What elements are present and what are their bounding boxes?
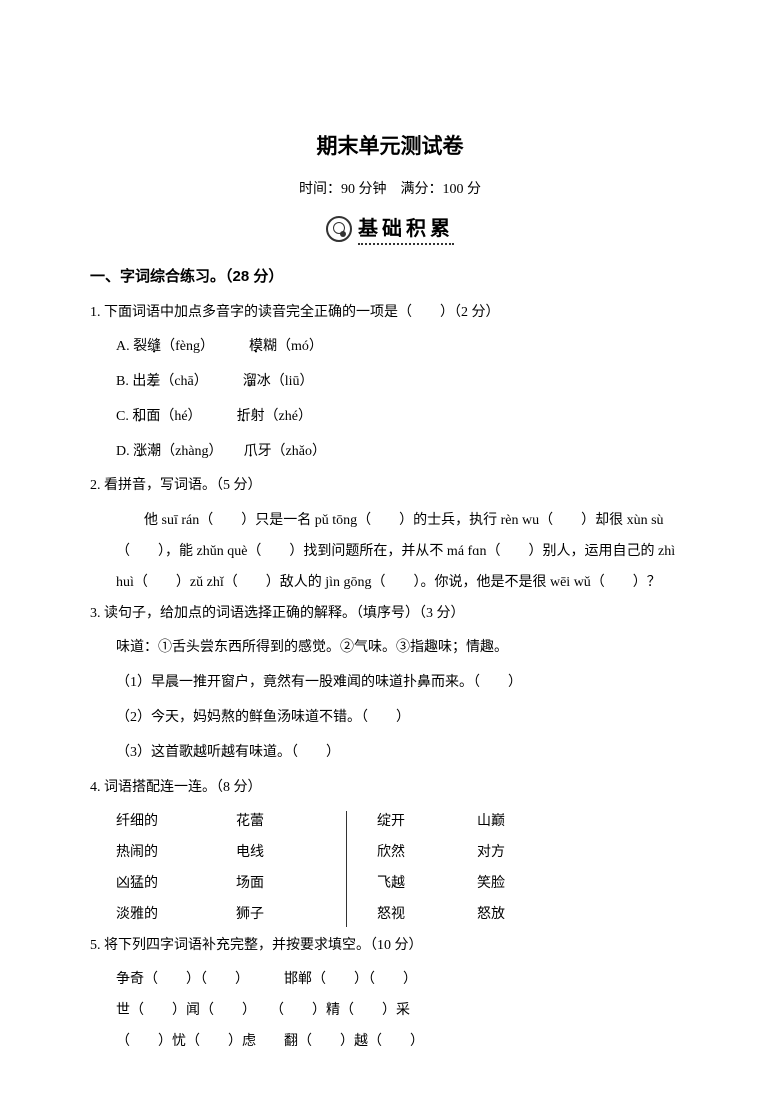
- q1-stem: 1. 下面词语中加点多音字的读音完全正确的一项是（ ）（2 分）: [90, 298, 690, 329]
- match-item: 对方: [477, 838, 577, 869]
- banner-icon: [326, 216, 352, 242]
- q3-s3: （3）这首歌越听越有味道。（ ）: [90, 738, 690, 769]
- match-item: 电线: [236, 838, 336, 869]
- page-subtitle: 时间：90 分钟 满分：100 分: [90, 178, 690, 198]
- banner-underline: [358, 243, 454, 245]
- match-col-2: 花蕾 电线 场面 狮子: [236, 807, 336, 930]
- match-item: 怒放: [477, 900, 577, 931]
- match-item: 场面: [236, 869, 336, 900]
- dotted-char: 溜: [243, 374, 257, 389]
- q5-line2: 世（ ）闻（ ） （ ）精（ ）采: [90, 996, 690, 1027]
- section-1-heading: 一、字词综合练习。（28 分）: [90, 265, 690, 286]
- dotted-char: 差: [146, 374, 160, 389]
- match-item: 热闹的: [116, 838, 236, 869]
- q3-def: 味道：①舌头尝东西所得到的感觉。②气味。③指趣味；情趣。: [90, 633, 690, 664]
- q4-stem: 4. 词语搭配连一连。（8 分）: [90, 773, 690, 804]
- match-item: 笑脸: [477, 869, 577, 900]
- match-item: 凶猛的: [116, 869, 236, 900]
- match-item: 山巅: [477, 807, 577, 838]
- dotted-char: 和: [132, 409, 146, 424]
- q5-line1: 争奇（ ）（ ） 邯郸（ ）（ ）: [90, 965, 690, 996]
- q3-stem: 3. 读句子，给加点的词语选择正确的解释。（填序号）（3 分）: [90, 599, 690, 630]
- banner-text: 基础积累: [358, 212, 454, 241]
- q2-stem: 2. 看拼音，写词语。（5 分）: [90, 471, 690, 502]
- dotted-char: 涨: [133, 444, 147, 459]
- match-col-1: 纤细的 热闹的 凶猛的 淡雅的: [116, 807, 236, 930]
- section-banner: 基础积累: [90, 212, 690, 247]
- q3-s1: （1）早晨一推开窗户，竟然有一股难闻的味道扑鼻而来。（ ）: [90, 668, 690, 699]
- dotted-char: 折: [237, 409, 251, 424]
- q5-line3: （ ）忧（ ）虑 翻（ ）越（ ）: [90, 1027, 690, 1058]
- q1-opt-b: B. 出差（chā） 溜冰（liū）: [90, 367, 690, 398]
- page-title: 期末单元测试卷: [90, 130, 690, 160]
- match-item: 飞越: [377, 869, 477, 900]
- match-divider: [346, 811, 347, 926]
- match-item: 花蕾: [236, 807, 336, 838]
- match-item: 怒视: [377, 900, 477, 931]
- q1-opt-d: D. 涨潮（zhàng） 爪牙（zhǎo）: [90, 437, 690, 468]
- q1-opt-a: A. 裂缝（fèng） 模糊（mó）: [90, 332, 690, 363]
- match-item: 绽开: [377, 807, 477, 838]
- match-item: 纤细的: [116, 807, 236, 838]
- dotted-char: 缝: [147, 339, 161, 354]
- match-item: 狮子: [236, 900, 336, 931]
- q4-match-table: 纤细的 热闹的 凶猛的 淡雅的 花蕾 电线 场面 狮子 绽开 欣然 飞越 怒视 …: [90, 807, 690, 930]
- match-col-3: 绽开 欣然 飞越 怒视: [377, 807, 477, 930]
- dotted-char: 爪: [244, 444, 258, 459]
- q3-s2: （2）今天，妈妈熬的鲜鱼汤味道不错。（ ）: [90, 703, 690, 734]
- q1-opt-c: C. 和面（hé） 折射（zhé）: [90, 402, 690, 433]
- match-col-4: 山巅 对方 笑脸 怒放: [477, 807, 577, 930]
- match-item: 淡雅的: [116, 900, 236, 931]
- q2-body: 他 suī rán（ ）只是一名 pǔ tōng（ ）的士兵，执行 rèn wu…: [90, 506, 690, 598]
- dotted-char: 模: [249, 339, 263, 354]
- q5-stem: 5. 将下列四字词语补充完整，并按要求填空。（10 分）: [90, 931, 690, 962]
- match-item: 欣然: [377, 838, 477, 869]
